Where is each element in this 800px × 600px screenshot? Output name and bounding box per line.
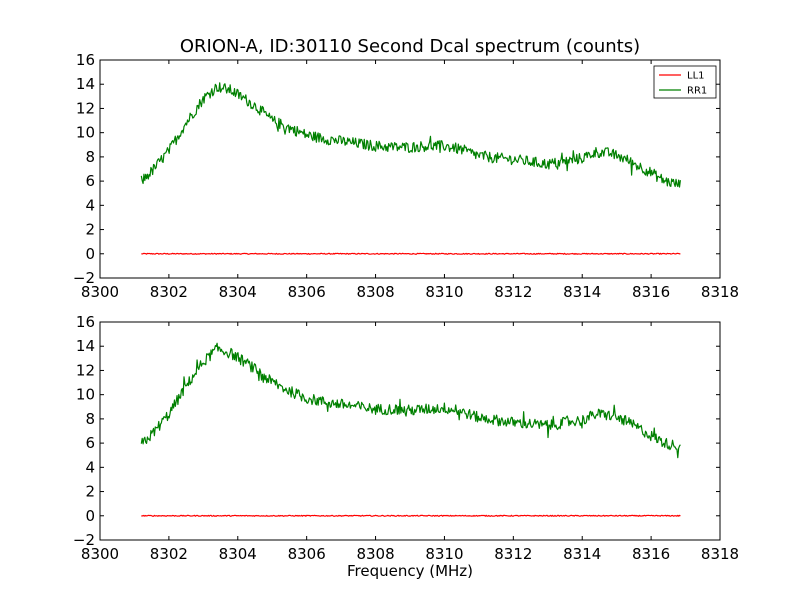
x-tick-label: 8302: [150, 545, 188, 563]
series-line-ll1: [141, 514, 681, 517]
y-tick-label: 10: [76, 386, 95, 404]
plot-frame: [99, 59, 721, 279]
y-tick-label: 2: [85, 483, 95, 501]
x-tick-label: 8312: [494, 283, 532, 301]
x-tick-label: 8312: [494, 545, 532, 563]
x-axis-label: Frequency (MHz): [347, 562, 473, 580]
x-tick-label: 8304: [219, 283, 257, 301]
lower-spectrum-plot: 8300 8302 8304 8306 8308 8310 8312 8314 8316 8318…: [73, 313, 739, 563]
y-tick-label: 4: [85, 458, 95, 476]
y-tick-label: 4: [85, 196, 95, 214]
x-tick-label: 8300: [81, 545, 119, 563]
x-tick-label: 8316: [632, 545, 670, 563]
y-tick-label: 6: [85, 172, 95, 190]
x-tick-label: 8316: [632, 283, 670, 301]
y-tick-label: 2: [85, 221, 95, 239]
x-tick-label: 8310: [425, 545, 463, 563]
y-tick-label: 14: [76, 337, 95, 355]
y-tick-label: 10: [76, 124, 95, 142]
legend-box: [653, 65, 717, 99]
y-tick-label: 14: [76, 75, 95, 93]
x-tick-label: 8306: [288, 545, 326, 563]
y-tick-label: 0: [85, 245, 95, 263]
plot-background: [100, 60, 720, 278]
y-tick-label: 6: [85, 434, 95, 452]
x-tick-label: 8308: [356, 545, 394, 563]
x-tick-label: 8302: [150, 283, 188, 301]
y-tick-label: 12: [76, 361, 95, 379]
y-tick-label: 16: [76, 51, 95, 69]
x-tick-label: 8304: [219, 545, 257, 563]
x-tick-label: 8318: [701, 545, 739, 563]
y-tick-label: −2: [73, 531, 95, 549]
legend-label-rr1: RR1: [687, 86, 707, 97]
series-line-rr1: [140, 342, 681, 459]
y-tick-label: 12: [76, 99, 95, 117]
x-tick-label: 8308: [356, 283, 394, 301]
x-tick-label: 8306: [288, 283, 326, 301]
y-tick-label: 16: [76, 313, 95, 331]
plot-background: [100, 322, 720, 540]
y-tick-label: −2: [73, 269, 95, 287]
series-line-ll1: [141, 252, 681, 255]
x-tick-label: 8318: [701, 283, 739, 301]
y-tick-label: 0: [85, 507, 95, 525]
x-tick-label: 8314: [563, 283, 601, 301]
x-tick-label: 8300: [81, 283, 119, 301]
x-tick-label: 8310: [425, 283, 463, 301]
y-tick-label: 8: [85, 410, 95, 428]
chart-title: ORION-A, ID:30110 Second Dcal spectrum (…: [180, 36, 640, 57]
y-tick-label: 8: [85, 148, 95, 166]
series-line-rr1: [140, 82, 681, 188]
legend-label-ll1: LL1: [687, 71, 705, 82]
x-tick-label: 8314: [563, 545, 601, 563]
upper-spectrum-plot: 8300 8302 8304 8306 8308 8310 8312 8314 8316 8318…: [73, 51, 739, 301]
plot-frame: [99, 321, 721, 541]
